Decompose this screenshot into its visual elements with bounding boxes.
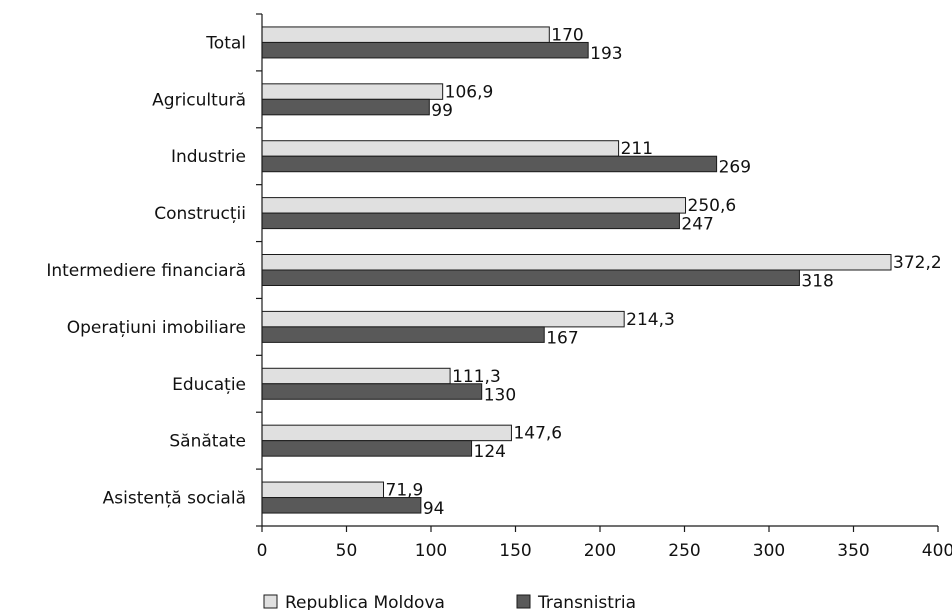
data-label: 99 [431,101,453,121]
category-label: Sănătate [169,432,246,452]
category-label: Educație [172,375,246,395]
data-label: 372,2 [893,253,942,273]
legend: Republica Moldova Transnistria [263,593,636,610]
data-label: 106,9 [445,82,494,102]
data-label: 247 [681,215,713,235]
category-label: Industrie [171,147,246,167]
bar-transnistria-4 [261,269,800,286]
category-label: Operațiuni imobiliare [67,318,246,338]
data-label: 250,6 [688,196,737,216]
bar-transnistria-1 [261,98,430,116]
category-label: Agricultură [152,90,246,110]
data-label: 167 [546,328,578,348]
bar-republica-moldova-6 [261,367,451,385]
bar-transnistria-3 [261,212,680,230]
legend-label: Republica Moldova [285,593,445,610]
bar-republica-moldova-0 [261,26,550,43]
x-tick-label: 200 [584,541,616,561]
bar-republica-moldova-4 [261,254,892,271]
data-label: 211 [621,139,653,159]
data-label: 193 [590,44,622,64]
x-tick-label: 150 [499,541,531,561]
x-tick-label: 250 [668,541,700,561]
category-label: Intermediere financiară [46,261,246,281]
bar-transnistria-0 [261,41,589,59]
bar-transnistria-5 [261,326,545,343]
bar-republica-moldova-1 [261,83,444,100]
axes-layer: Total Agricultură Industrie Construcții Inte… [46,13,952,561]
x-tick-label: 100 [415,541,447,561]
x-tick-label: 350 [837,541,869,561]
bar-republica-moldova-8 [261,481,385,499]
data-label: 124 [474,442,506,462]
x-tick-label: 0 [257,541,268,561]
x-tick-label: 50 [336,541,358,561]
data-label: 170 [551,25,583,45]
data-label: 111,3 [452,367,501,387]
legend-swatch-transnistria [516,594,531,609]
data-label: 318 [801,272,833,292]
x-tick-label: 300 [753,541,785,561]
bar-republica-moldova-3 [261,197,687,214]
data-label: 94 [423,499,445,519]
category-label: Total [205,33,246,53]
data-label: 147,6 [513,424,562,444]
category-label: Construcții [154,204,246,224]
bar-republica-moldova-7 [261,424,512,442]
legend-label: Transnistria [537,593,636,610]
x-tick-label: 400 [922,541,952,561]
legend-swatch-republica-moldova [263,594,278,609]
category-label: Asistență socială [103,489,246,509]
bar-transnistria-7 [261,440,473,457]
bar-republica-moldova-5 [261,310,625,328]
data-label: 130 [484,385,516,405]
bar-republica-moldova-2 [261,140,620,157]
data-label: 214,3 [626,310,675,330]
bar-transnistria-6 [261,383,483,400]
bars-layer [261,26,892,514]
data-label: 269 [719,158,751,178]
data-label: 71,9 [386,481,424,501]
